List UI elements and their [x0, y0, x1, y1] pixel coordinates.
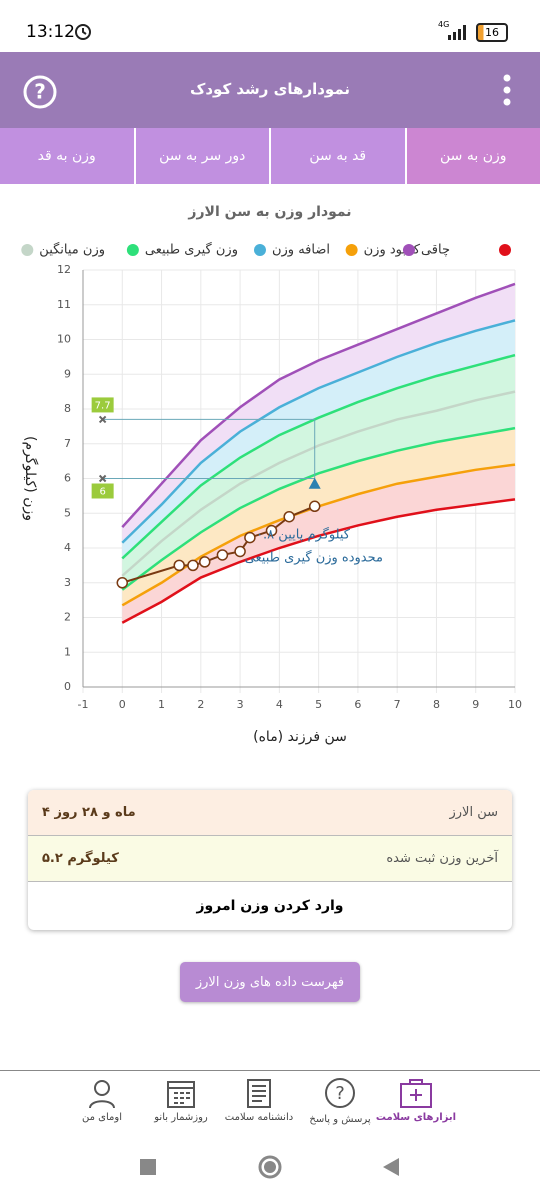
y-tick-label: 10	[57, 333, 71, 346]
weight-label: آخرین وزن ثبت شده	[386, 851, 498, 866]
child-point	[245, 533, 255, 543]
legend-label: اضافه وزن	[272, 243, 330, 258]
x-tick-label: 2	[197, 698, 204, 711]
x-tick-label: 5	[315, 698, 322, 711]
x-tick-label: 4	[276, 698, 283, 711]
legend-dot	[346, 244, 358, 256]
tab[interactable]: وزن به قد	[0, 128, 134, 184]
x-tick-label: 3	[237, 698, 244, 711]
system-buttons	[0, 1140, 540, 1200]
x-tick-label: 10	[508, 698, 522, 711]
legend-label: وزن میانگین	[39, 242, 105, 258]
signal-icon	[448, 24, 470, 40]
enter-weight[interactable]: وارد کردن وزن امروز	[28, 882, 512, 930]
annotation: ۰.۸ کیلوگرم پایین	[256, 527, 351, 543]
x-tick-label: 1	[158, 698, 165, 711]
weight: ۵.۲ کیلوگرم	[42, 851, 119, 866]
age-row: ۴ ماه و ۲۸ روز سن الارز	[28, 790, 512, 836]
y-tick-label: 0	[64, 680, 71, 693]
time: 13:12	[26, 22, 75, 42]
alarm-icon	[74, 23, 92, 41]
title: نمودارهای رشد کودک	[0, 80, 540, 98]
child-point	[188, 560, 198, 570]
legend-dot	[127, 244, 139, 256]
y-tick-label: 7	[64, 437, 71, 450]
y-tick-label: 9	[64, 367, 71, 380]
y-tick-label: 2	[64, 611, 71, 624]
y-tick-label: 4	[64, 541, 71, 554]
child-point	[200, 557, 210, 567]
icon	[165, 1077, 197, 1109]
info-card: ۴ ماه و ۲۸ روز سن الارز ۵.۲ کیلوگرم آخرین …	[28, 790, 512, 930]
tab-active[interactable]: وزن به سن	[405, 128, 540, 184]
child-point	[284, 512, 294, 522]
weight-row: ۵.۲ کیلوگرم آخرین وزن ثبت شده	[28, 836, 512, 882]
data-list-button[interactable]: فهرست داده های وزن الارز	[180, 962, 360, 1002]
icon	[86, 1077, 118, 1109]
legend-label: وزن گیری طبیعی	[145, 242, 238, 258]
chart-title: نمودار وزن به سن الارز	[187, 204, 351, 220]
legend-dot	[499, 244, 511, 256]
range-label: 7.7	[95, 400, 111, 411]
menu-button[interactable]	[500, 74, 514, 108]
y-tick-label: 11	[57, 298, 71, 311]
age-label: سن الارز	[449, 805, 498, 820]
tab[interactable]: دور سر به سن	[134, 128, 270, 184]
x-axis-label: سن فرزند (ماه)	[253, 729, 347, 745]
icon: ?	[322, 1077, 358, 1111]
nav-item-active[interactable]: ابزارهای سلامت	[366, 1077, 466, 1123]
tab[interactable]: قد به سن	[269, 128, 405, 184]
y-tick-label: 6	[64, 472, 71, 485]
x-tick-label: 8	[433, 698, 440, 711]
battery: 16	[476, 23, 508, 42]
icon	[398, 1077, 434, 1109]
system-nav	[0, 1140, 540, 1200]
svg-text:?: ?	[335, 1083, 345, 1104]
status-bar: 13:12 4G 16	[0, 0, 540, 52]
y-tick-label: 12	[57, 263, 71, 276]
x-tick-label: 9	[472, 698, 479, 711]
icon	[243, 1077, 275, 1109]
bottom-nav: اومای من روزشمار بانو دانشنامه سلامت ?پر…	[0, 1070, 540, 1139]
x-tick-label: -1	[78, 698, 89, 711]
x-tick-label: 7	[394, 698, 401, 711]
y-tick-label: 8	[64, 402, 71, 415]
legend-dot	[21, 244, 33, 256]
app-bar: ? نمودارهای رشد کودک	[0, 52, 540, 128]
child-point	[174, 560, 184, 570]
child-point	[310, 501, 320, 511]
y-tick-label: 3	[64, 576, 71, 589]
legend-label: چاقی	[421, 243, 450, 258]
x-tick-label: 0	[119, 698, 126, 711]
nav-label: ابزارهای سلامت	[366, 1112, 466, 1123]
legend-dot	[254, 244, 266, 256]
tabs: وزن به قد دور سر به سن قد به سن وزن به س…	[0, 128, 540, 184]
range-label: 6	[99, 487, 105, 498]
y-axis-label: وزن (کیلوگرم)	[22, 436, 39, 521]
child-point	[117, 578, 127, 588]
y-tick-label: 5	[64, 506, 71, 519]
child-point	[217, 550, 227, 560]
annotation: محدوده وزن گیری طبیعی	[245, 550, 383, 566]
age: ۴ ماه و ۲۸ روز	[42, 805, 136, 820]
x-tick-label: 6	[354, 698, 361, 711]
y-tick-label: 1	[64, 645, 71, 658]
legend-dot	[403, 244, 415, 256]
child-point	[235, 546, 245, 556]
